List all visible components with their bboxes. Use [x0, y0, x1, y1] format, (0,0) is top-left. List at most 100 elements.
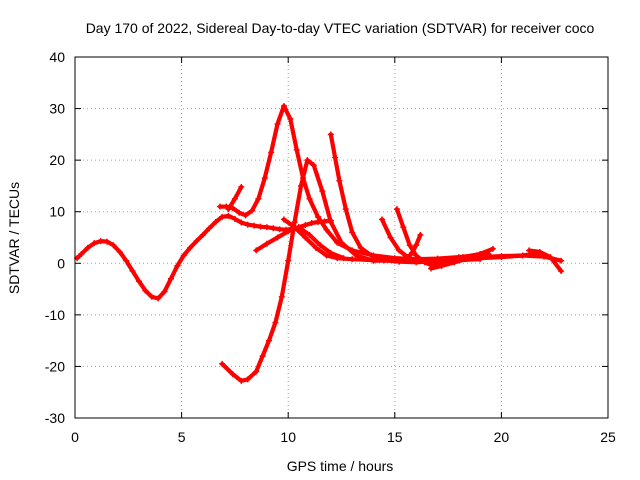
data-point [302, 234, 309, 241]
y-tick-label: 10 [49, 204, 65, 220]
data-point [304, 157, 311, 164]
data-point [334, 255, 341, 262]
y-tick-label: -30 [45, 410, 65, 426]
data-point [270, 225, 277, 232]
data-point [231, 195, 238, 202]
x-tick-label: 25 [600, 429, 616, 445]
data-point [206, 225, 213, 232]
data-point [396, 257, 403, 264]
data-point [387, 234, 394, 241]
data-point [498, 254, 505, 261]
data-point [417, 231, 424, 238]
series-line-track-l [526, 248, 564, 274]
data-point [558, 257, 565, 264]
data-point [489, 245, 496, 252]
data-point [421, 259, 428, 266]
y-tick-label: 0 [57, 255, 65, 271]
data-point [263, 240, 270, 247]
data-point [167, 275, 174, 282]
data-point [285, 228, 292, 235]
data-point [225, 212, 232, 219]
plot-frame [74, 56, 609, 419]
y-tick-label: 30 [49, 101, 65, 117]
data-point [327, 131, 334, 138]
grid-layer [75, 57, 608, 418]
data-point [248, 207, 255, 214]
data-point [97, 238, 104, 245]
data-point [91, 240, 98, 247]
data-point [244, 221, 251, 228]
data-point [238, 183, 245, 190]
y-tick-label: -10 [45, 307, 65, 323]
data-point [123, 257, 130, 264]
data-point [280, 216, 287, 223]
series-line-track-b [217, 103, 483, 262]
data-point [462, 256, 469, 263]
data-point [349, 256, 356, 263]
data-point [272, 319, 279, 326]
data-point [274, 121, 281, 128]
data-point [379, 216, 386, 223]
data-point [336, 177, 343, 184]
series-line-track-i [394, 207, 542, 268]
data-point [276, 226, 283, 233]
data-point [212, 219, 219, 226]
data-point [257, 223, 264, 230]
y-axis-label: SDTVAR / TECUs [6, 182, 22, 294]
data-point [558, 268, 565, 275]
data-point [187, 244, 194, 251]
data-point [161, 288, 168, 295]
data-point [438, 262, 445, 269]
data-point [536, 248, 543, 255]
data-point [278, 293, 285, 300]
data-point [306, 231, 313, 238]
x-tick-label: 5 [178, 429, 186, 445]
data-point [293, 146, 300, 153]
y-tick-label: 20 [49, 152, 65, 168]
data-point [231, 215, 238, 222]
data-point [332, 154, 339, 161]
series-line-track-h [379, 217, 495, 263]
x-tick-label: 15 [387, 429, 403, 445]
x-tick-label: 20 [494, 429, 510, 445]
data-point [519, 252, 526, 259]
y-tick-label: 40 [49, 49, 65, 65]
data-point [266, 337, 273, 344]
data-point [238, 219, 245, 226]
data-point [393, 206, 400, 213]
data-point [400, 224, 407, 231]
data-point [413, 242, 420, 249]
data-point [302, 222, 309, 229]
series-line-track-c [220, 158, 564, 383]
data-point [396, 247, 403, 254]
data-point [84, 244, 91, 251]
data-point [297, 182, 304, 189]
data-point [238, 377, 245, 384]
data-point [370, 257, 377, 264]
x-tick-label: 0 [71, 429, 79, 445]
data-point [413, 257, 420, 264]
data-point [78, 251, 85, 258]
data-point [357, 244, 364, 251]
data-point [317, 242, 324, 249]
x-tick-label: 10 [280, 429, 296, 445]
data-point [291, 219, 298, 226]
data-point [219, 213, 226, 220]
data-point [413, 252, 420, 259]
data-point [253, 247, 260, 254]
series-line-track-d [328, 132, 483, 265]
x-axis-label: GPS time / hours [287, 458, 394, 474]
data-point [199, 231, 206, 238]
data-point [229, 371, 236, 378]
data-point [349, 229, 356, 236]
data-point [274, 234, 281, 241]
data-point [526, 247, 533, 254]
series-layer [74, 102, 565, 384]
data-point [255, 195, 262, 202]
data-point [451, 259, 458, 266]
data-point [259, 353, 266, 360]
y-tick-label: -20 [45, 358, 65, 374]
data-point [193, 238, 200, 245]
data-point [485, 251, 492, 258]
data-point [280, 102, 287, 109]
